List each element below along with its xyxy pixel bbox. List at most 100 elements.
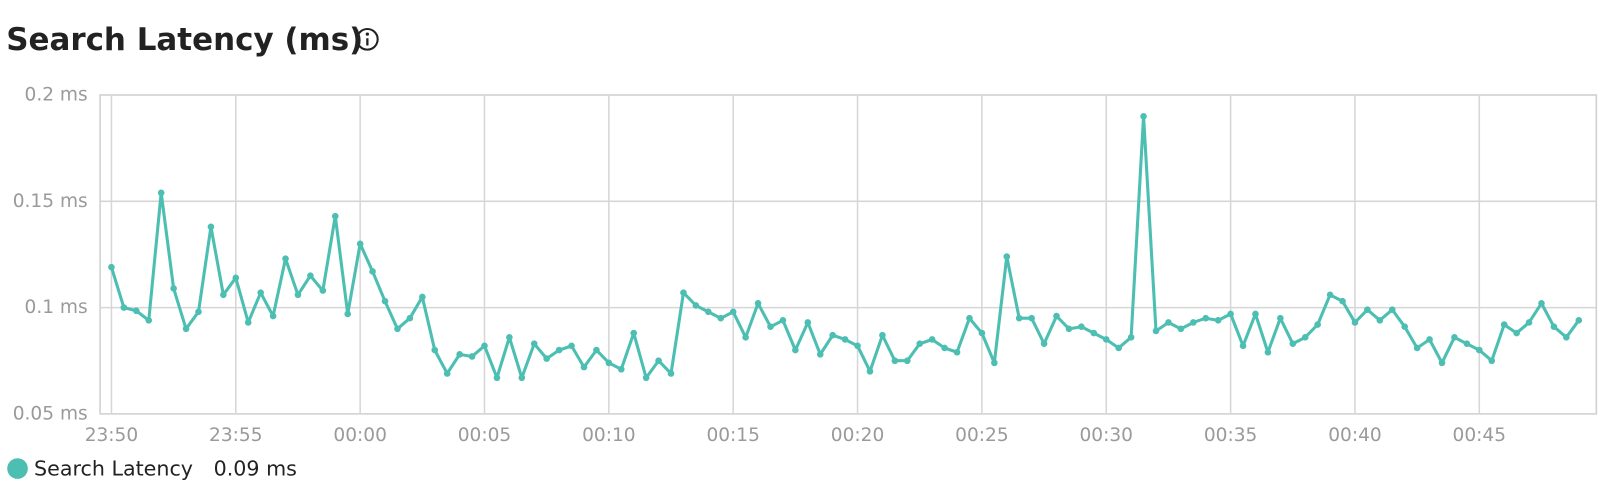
- data-point: [953, 348, 961, 356]
- y-tick-label: 0.15 ms: [13, 191, 88, 212]
- data-point: [630, 329, 638, 337]
- data-point: [991, 359, 998, 367]
- data-point: [804, 319, 812, 326]
- x-tick-label: 00:30: [1080, 425, 1133, 446]
- data-point: [1550, 323, 1558, 331]
- data-point: [1065, 325, 1073, 333]
- x-tick-label: 00:05: [458, 425, 511, 446]
- data-point: [1388, 306, 1396, 314]
- data-point: [841, 336, 849, 343]
- data-point: [1289, 340, 1297, 348]
- data-point: [406, 314, 414, 322]
- data-point: [555, 346, 563, 354]
- data-point: [1127, 334, 1135, 341]
- data-point: [344, 310, 352, 318]
- data-point: [294, 291, 302, 299]
- data-point: [1513, 329, 1520, 337]
- data-point: [1053, 312, 1060, 320]
- data-point: [1538, 300, 1545, 307]
- data-point: [966, 314, 973, 322]
- data-point: [381, 297, 389, 305]
- data-point: [1115, 344, 1122, 352]
- data-point: [568, 342, 575, 350]
- data-point: [543, 355, 550, 362]
- data-point: [891, 357, 899, 365]
- data-point: [1040, 340, 1048, 348]
- data-point: [369, 268, 376, 275]
- data-point: [1413, 344, 1421, 352]
- data-point: [232, 274, 240, 282]
- data-point: [307, 272, 314, 280]
- data-point: [680, 289, 687, 297]
- data-point: [1301, 334, 1309, 341]
- data-point: [1028, 314, 1035, 322]
- data-point: [605, 359, 613, 367]
- data-point: [1189, 319, 1197, 326]
- data-point: [282, 255, 289, 262]
- data-point: [879, 331, 886, 339]
- data-point: [617, 365, 625, 373]
- data-point: [816, 351, 824, 358]
- data-point: [481, 342, 488, 350]
- data-point: [779, 317, 787, 324]
- data-point: [1165, 319, 1172, 326]
- data-point: [108, 263, 115, 271]
- data-point: [1525, 319, 1533, 326]
- data-point: [1314, 321, 1321, 328]
- data-point: [916, 340, 924, 348]
- legend-label: Search Latency: [34, 457, 193, 480]
- x-tick-label: 00:10: [582, 425, 636, 446]
- data-point: [182, 325, 190, 333]
- data-point: [530, 340, 538, 348]
- y-tick-label: 0.2 ms: [25, 85, 88, 106]
- data-point: [1339, 297, 1346, 305]
- data-point: [170, 285, 177, 292]
- data-point: [742, 334, 749, 341]
- data-point: [941, 344, 948, 352]
- data-point: [792, 346, 799, 354]
- x-tick-label: 00:25: [955, 425, 1009, 446]
- data-point: [1401, 323, 1408, 331]
- data-point: [717, 314, 725, 322]
- data-point: [207, 223, 215, 231]
- data-point: [244, 319, 252, 326]
- info-icon[interactable]: [356, 27, 379, 51]
- data-point: [903, 357, 911, 365]
- data-point: [705, 308, 712, 316]
- data-point: [729, 308, 737, 316]
- data-point: [431, 346, 439, 354]
- data-point: [506, 334, 513, 341]
- data-point: [928, 336, 936, 343]
- data-point: [1264, 348, 1272, 356]
- data-point: [419, 293, 426, 301]
- data-point: [468, 353, 476, 360]
- data-point: [1326, 291, 1334, 299]
- data-point: [754, 300, 762, 307]
- data-point: [667, 370, 675, 377]
- x-tick-label: 00:20: [831, 425, 885, 446]
- data-point: [257, 289, 264, 297]
- data-point: [145, 317, 153, 324]
- data-point: [580, 363, 588, 371]
- data-point: [692, 302, 700, 309]
- data-point: [642, 374, 650, 382]
- data-point: [1488, 357, 1496, 365]
- data-point: [1277, 314, 1284, 322]
- data-point: [593, 346, 600, 354]
- data-point: [1152, 327, 1160, 335]
- data-point: [1227, 310, 1234, 318]
- data-point: [157, 189, 165, 197]
- data-point: [195, 308, 202, 316]
- data-point: [1364, 306, 1371, 314]
- data-point: [1252, 310, 1259, 318]
- data-point: [1214, 317, 1222, 324]
- data-point: [1140, 112, 1147, 120]
- data-point: [356, 240, 364, 248]
- data-point: [866, 368, 874, 375]
- x-tick-label: 00:35: [1204, 425, 1258, 446]
- data-point: [1500, 321, 1508, 328]
- legend-value: 0.09 ms: [214, 457, 297, 480]
